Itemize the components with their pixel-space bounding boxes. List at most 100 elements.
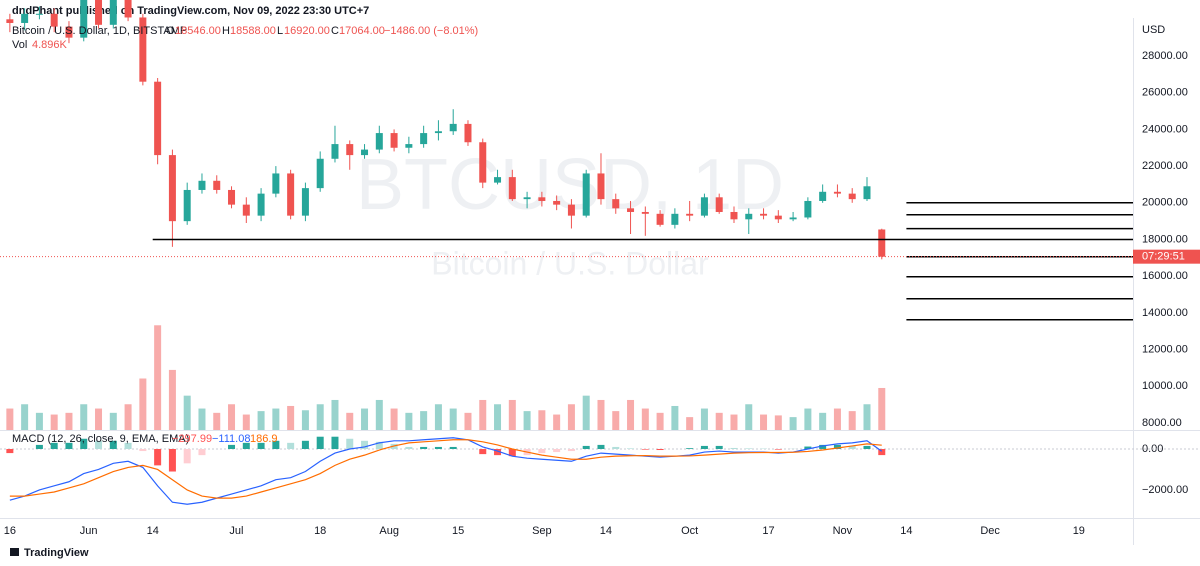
y-tick-label: 10000.00: [1142, 380, 1188, 392]
volume-bar: [361, 408, 369, 430]
candle-body: [730, 211, 738, 220]
volume-bar: [390, 408, 398, 430]
x-tick-label: Aug: [379, 525, 399, 537]
candle-body: [375, 133, 383, 150]
l: L: [277, 25, 283, 37]
volume-bar: [597, 399, 605, 430]
volume-bar: [287, 405, 295, 430]
macd-histogram: [848, 445, 856, 449]
candle-body: [523, 197, 531, 200]
y-tick-label: 14000.00: [1142, 307, 1188, 319]
macd-title: MACD (12, 26, close, 9, EMA, EMA): [12, 433, 189, 445]
candle-body: [168, 155, 176, 222]
macd-histogram: [228, 444, 236, 449]
y-tick-label: 26000.00: [1142, 87, 1188, 99]
macd-histogram: [50, 442, 58, 449]
candle-body: [567, 204, 575, 216]
macd-histogram: [774, 448, 782, 450]
candle-body: [6, 19, 14, 23]
macd-histogram: [863, 445, 871, 449]
volume-bar: [331, 399, 339, 430]
volume-bar: [80, 404, 88, 430]
volume-bar: [553, 414, 561, 430]
publisher: dndPhant published on TradingView.com, N…: [12, 5, 369, 17]
candle-body: [700, 197, 708, 216]
macd-histogram: [272, 440, 280, 449]
candle-body: [656, 213, 664, 225]
x-tick-label: 18: [314, 525, 326, 537]
macd-histogram: [715, 445, 723, 449]
symbol: Bitcoin / U.S. Dollar, 1D, BITSTAMP: [12, 25, 187, 37]
volume-bar: [464, 412, 472, 430]
candle-body: [213, 180, 221, 190]
candle-body: [686, 213, 694, 216]
macd-histogram: [641, 448, 649, 450]
macd-histogram: [35, 444, 43, 449]
c: C: [331, 25, 339, 37]
candle-body: [760, 213, 768, 216]
candle-body: [434, 131, 442, 134]
macd-histogram: [287, 442, 295, 449]
macd-histogram: [154, 448, 162, 466]
candle-body: [420, 133, 428, 145]
macd-histogram: [242, 442, 250, 449]
candle-body: [124, 0, 132, 18]
volume-bar: [301, 410, 309, 430]
macd-histogram: [582, 445, 590, 449]
volume-bar: [656, 412, 664, 430]
change: −1486.00 (−8.01%): [384, 25, 478, 37]
candle-body: [538, 197, 546, 201]
macd-histogram: [819, 444, 827, 449]
macd-histogram: [479, 448, 487, 455]
macd-histogram: [316, 436, 324, 449]
volume-bar: [774, 415, 782, 430]
y-tick-label: 8000.00: [1142, 417, 1182, 429]
close: 17064.00: [339, 25, 385, 37]
low: 16920.00: [284, 25, 330, 37]
countdown: 07:29:51: [1142, 251, 1185, 263]
macd-histogram: [553, 448, 561, 453]
macd-histogram: [95, 440, 103, 449]
candle-body: [183, 189, 191, 222]
signal-value: 186.9: [250, 433, 278, 445]
volume-bar: [272, 408, 280, 430]
candle-body: [464, 123, 472, 143]
volume-bar: [494, 404, 502, 430]
volume-bar: [50, 414, 58, 430]
candle-body: [405, 144, 413, 148]
candle-body: [553, 200, 561, 205]
macd-histogram: [656, 448, 664, 451]
volume-bar: [35, 412, 43, 430]
x-tick-label: Nov: [833, 525, 853, 537]
volume-bar: [124, 404, 132, 430]
macd-histogram: [597, 444, 605, 449]
macd-histogram: [494, 448, 502, 456]
macd-histogram: [375, 441, 383, 449]
volume-bar: [420, 411, 428, 430]
volume-bar: [700, 408, 708, 430]
volume-bar: [375, 399, 383, 430]
macd-histogram: [612, 446, 620, 449]
volume-bar: [479, 399, 487, 430]
candle-body: [80, 0, 88, 38]
macd-histogram: [331, 436, 339, 449]
candle-body: [346, 144, 354, 156]
volume-bar: [848, 411, 856, 430]
volume-bar: [198, 408, 206, 430]
volume-bar: [878, 387, 886, 430]
candle-body: [819, 191, 827, 201]
macd-histogram: [449, 446, 457, 449]
candle-body: [479, 142, 487, 183]
candle-body: [789, 217, 797, 220]
candle-body: [745, 213, 753, 220]
volume-bar: [405, 412, 413, 430]
candle-body: [154, 81, 162, 156]
candle-body: [139, 17, 147, 82]
y-tick-label: 22000.00: [1142, 160, 1188, 172]
volume-bar: [508, 399, 516, 430]
candle-body: [272, 173, 280, 194]
macd-histogram: [420, 446, 428, 449]
volume: 4.896K: [32, 39, 68, 51]
